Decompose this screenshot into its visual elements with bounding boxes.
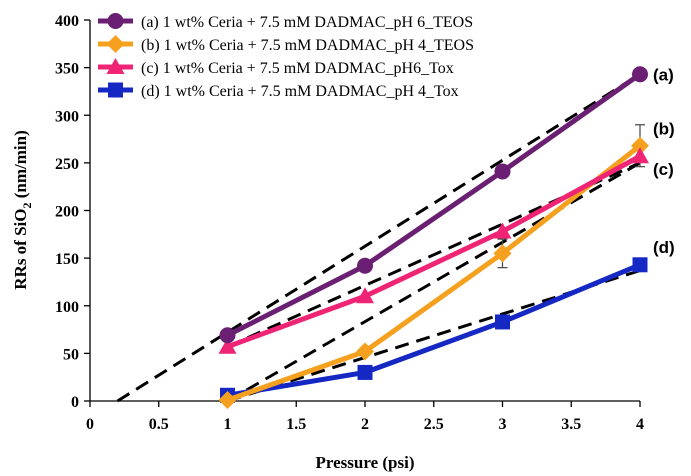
data-point <box>493 222 512 239</box>
data-point <box>495 314 510 330</box>
y-axis-title: RRs of SiO2 (nm/min) <box>11 130 34 289</box>
data-series <box>218 66 649 410</box>
data-point <box>218 391 237 410</box>
legend-item: (c) 1 wt% Ceria + 7.5 mM DADMAC_pH6_Tox <box>98 58 454 77</box>
x-tick-label: 3.5 <box>561 416 581 433</box>
y-tick-label: 400 <box>55 13 79 30</box>
legend-label: (c) 1 wt% Ceria + 7.5 mM DADMAC_pH6_Tox <box>141 60 454 77</box>
data-point <box>356 287 374 304</box>
series-end-label: (d) <box>653 238 675 257</box>
trend-lines <box>116 73 641 403</box>
x-tick-label: 2 <box>361 416 369 433</box>
series-end-label: (a) <box>653 65 674 84</box>
legend-swatch-marker <box>106 58 125 74</box>
x-tick-label: 0.5 <box>149 416 169 433</box>
legend-label: (d) 1 wt% Ceria + 7.5 mM DADMAC_pH 4_Tox <box>141 83 459 100</box>
data-point <box>631 147 649 164</box>
axes: 0 50 100 150 200 250 300 350 400 0 0.5 1 1.5 2 2.5 3 3.5… <box>55 13 644 433</box>
y-tick-label: 100 <box>55 299 79 316</box>
legend: (a) 1 wt% Ceria + 7.5 mM DADMAC_pH 6_TEO… <box>98 13 474 100</box>
series-b <box>218 124 649 410</box>
y-axis-title-subscript: 2 <box>20 203 34 209</box>
data-point <box>632 257 648 273</box>
y-tick-label: 150 <box>55 251 79 268</box>
legend-item: (a) 1 wt% Ceria + 7.5 mM DADMAC_pH 6_TEO… <box>98 13 473 31</box>
data-point <box>494 163 511 180</box>
data-point <box>632 66 648 83</box>
data-point <box>493 244 512 263</box>
series-end-labels: (a) (b) (c) (d) <box>653 65 675 256</box>
x-tick-label: 1 <box>224 416 232 433</box>
data-point <box>218 337 237 354</box>
legend-swatch-marker <box>107 13 124 29</box>
legend-swatch-marker <box>108 82 123 98</box>
y-tick-label: 350 <box>55 61 79 78</box>
data-point <box>357 257 373 274</box>
series-a <box>219 66 648 344</box>
series-line <box>226 143 642 403</box>
data-point <box>631 136 649 155</box>
legend-label: (a) 1 wt% Ceria + 7.5 mM DADMAC_pH 6_TEO… <box>141 14 473 31</box>
data-point <box>219 327 236 344</box>
x-tick-label: 1.5 <box>286 416 306 433</box>
series-c <box>218 147 649 354</box>
x-tick-label: 3 <box>499 416 507 433</box>
y-tick-label: 250 <box>55 156 79 173</box>
x-tick-label: 4 <box>636 416 644 433</box>
legend-item: (d) 1 wt% Ceria + 7.5 mM DADMAC_pH 4_Tox <box>98 82 459 100</box>
series-end-label: (b) <box>653 120 675 139</box>
trend-line-a <box>116 73 641 403</box>
series-end-label: (c) <box>653 160 674 179</box>
series-line <box>227 262 641 398</box>
x-axis-title: Pressure (psi) <box>315 453 414 472</box>
legend-item: (b) 1 wt% Ceria + 7.5 mM DADMAC_pH 4_TEO… <box>98 35 474 54</box>
x-tick-label: 2.5 <box>424 416 444 433</box>
data-point <box>356 342 374 361</box>
series-line <box>226 72 642 338</box>
x-tick-label: 0 <box>86 416 94 433</box>
trend-line-b <box>226 161 641 403</box>
legend-label: (b) 1 wt% Ceria + 7.5 mM DADMAC_pH 4_TEO… <box>141 37 474 54</box>
data-point <box>357 364 373 380</box>
legend-swatch-marker <box>106 35 125 53</box>
series-line <box>226 154 642 350</box>
y-tick-label: 0 <box>71 394 79 411</box>
y-tick-label: 200 <box>55 204 79 221</box>
y-tick-label: 300 <box>55 108 79 125</box>
y-tick-label: 50 <box>63 346 79 363</box>
